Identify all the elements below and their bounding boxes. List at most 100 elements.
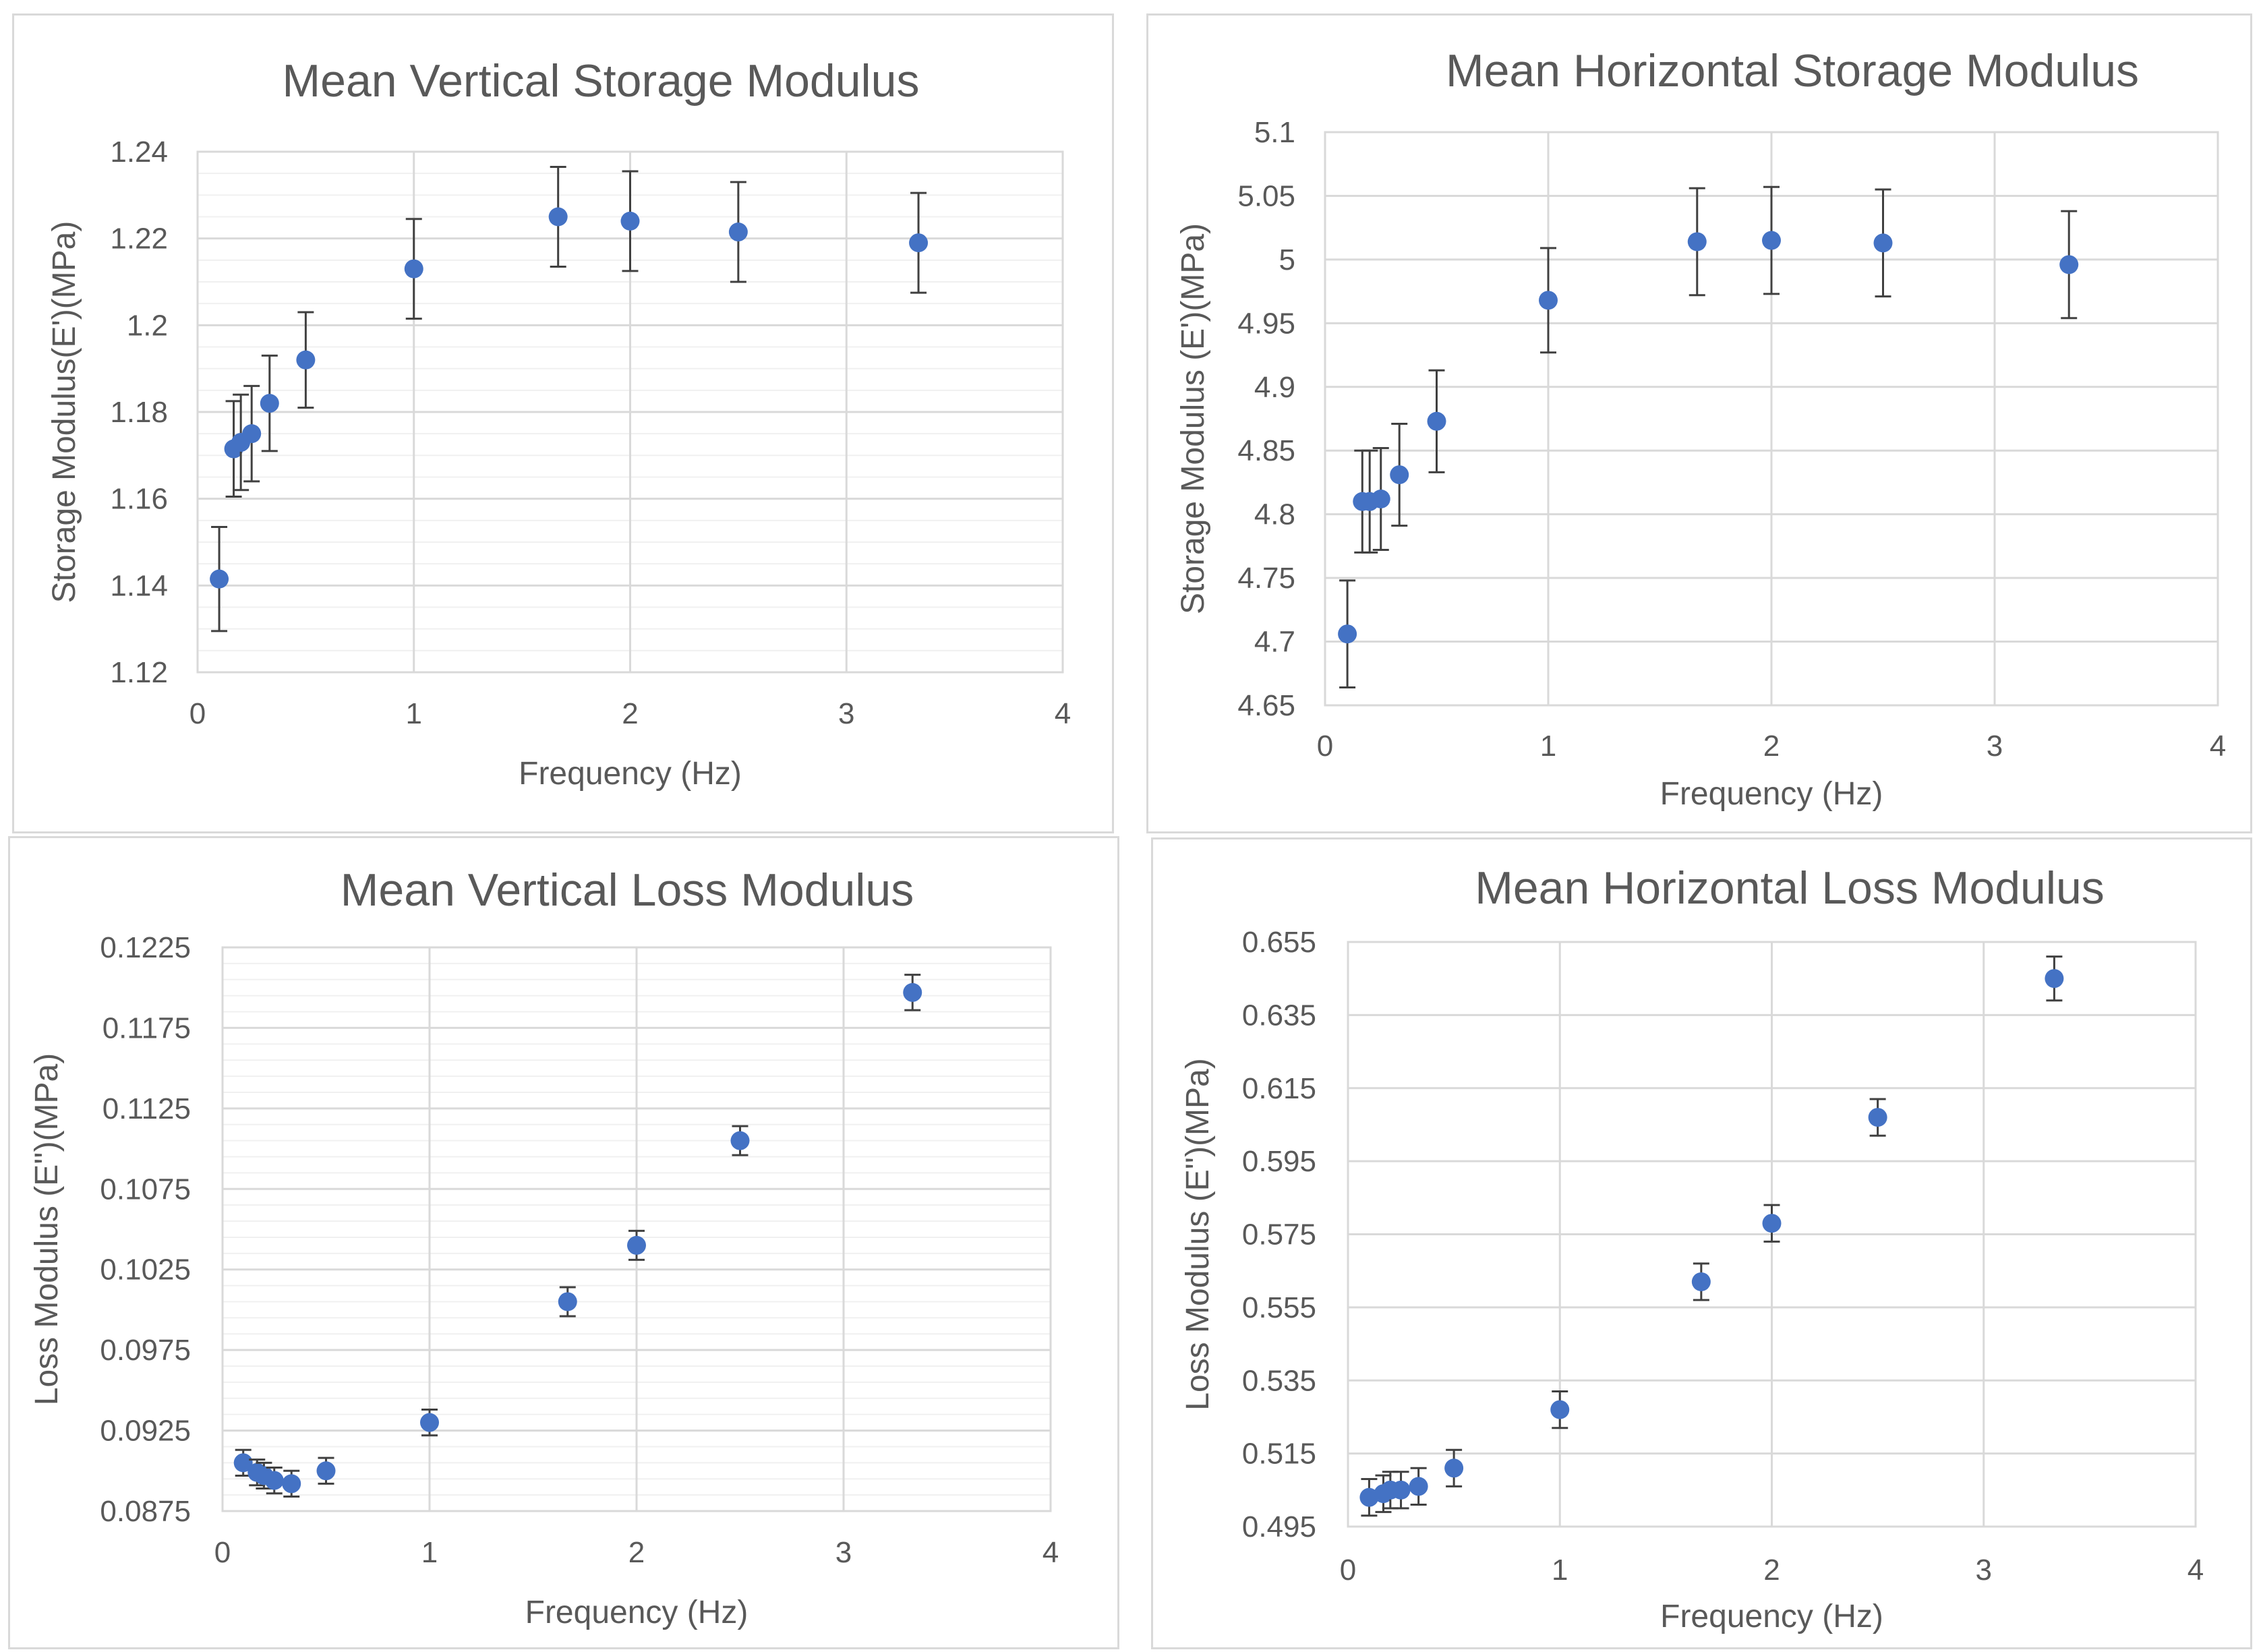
data-point-group: [282, 1469, 301, 1498]
y-tick-label: 4.9: [1254, 371, 1295, 404]
x-tick-label: 3: [1987, 730, 2003, 763]
data-point: [1391, 1480, 1411, 1500]
chart-svg-vertical-loss: Mean Vertical Loss Modulus 0.0875 0.0925 0.…: [29, 864, 1059, 1630]
x-tick-label: 4: [1055, 697, 1071, 730]
data-point-group: [260, 354, 279, 452]
y-axis-label: Loss Modulus (E'')(MPa): [29, 1053, 65, 1405]
y-tick-label: 4.65: [1237, 689, 1295, 722]
y-tick-label: 0.0975: [100, 1334, 191, 1367]
data-point-group: [1539, 247, 1558, 354]
data-point: [233, 1453, 253, 1473]
data-point: [404, 259, 423, 278]
x-axis-label: Frequency (Hz): [1660, 1599, 1883, 1634]
data-point-group: [558, 1286, 577, 1318]
x-tick-label: 1: [421, 1536, 438, 1569]
data-point-group: [1427, 369, 1446, 473]
y-tick-label: 4.95: [1237, 307, 1295, 340]
data-point: [1762, 1214, 1782, 1233]
data-point: [242, 424, 262, 444]
chart-panel-horizontal-loss: Mean Horizontal Loss Modulus 0.495 0.515 0.…: [1151, 837, 2252, 1649]
y-tick-label: 0.1225: [100, 931, 191, 964]
data-point-group: [420, 1409, 439, 1437]
y-tick-label: 0.1125: [102, 1092, 191, 1125]
data-point-group: [1691, 1262, 1711, 1301]
y-tick-label: 5.05: [1237, 179, 1295, 212]
data-point-group: [1359, 1478, 1379, 1517]
y-axis-label: Loss Modulus (E'')(MPa): [1180, 1058, 1216, 1410]
x-tick-label: 2: [628, 1536, 645, 1569]
plot-area: [1324, 131, 2219, 707]
y-tick-label: 5.1: [1254, 116, 1295, 149]
x-tick-label: 4: [2210, 730, 2226, 763]
data-point: [1868, 1108, 1887, 1127]
data-point-group: [627, 1229, 646, 1261]
data-point: [2045, 969, 2064, 989]
data-point: [1338, 624, 1357, 644]
y-tick-label: 0.0875: [100, 1495, 191, 1528]
data-point-group: [909, 191, 929, 294]
data-point: [1359, 1487, 1379, 1507]
chart-title: Mean Vertical Loss Modulus: [341, 864, 914, 916]
y-tick-label: 5: [1279, 243, 1295, 276]
data-point-group: [1391, 1471, 1411, 1510]
data-point: [282, 1474, 301, 1494]
data-point-group: [2045, 955, 2064, 1002]
chart-panel-vertical-storage: Mean Vertical Storage Modulus 1.12 1.14 1.1…: [12, 13, 1114, 833]
chart-svg-vertical-storage: Mean Vertical Storage Modulus 1.12 1.14 1.1…: [47, 55, 1071, 792]
x-tick-label: 1: [1540, 730, 1556, 763]
data-point-group: [730, 1125, 750, 1156]
x-tick-label: 1: [1552, 1554, 1568, 1587]
data-point-group: [1873, 188, 1893, 298]
y-tick-label: 0.595: [1242, 1145, 1316, 1178]
y-tick-label: 4.7: [1254, 626, 1295, 659]
y-tick-label: 1.22: [110, 223, 168, 256]
data-point-group: [404, 218, 423, 320]
data-point: [903, 982, 922, 1002]
y-tick-label: 1.12: [110, 656, 168, 689]
data-point-group: [264, 1467, 284, 1495]
x-tick-label: 0: [1317, 730, 1333, 763]
y-tick-label: 0.1075: [100, 1173, 191, 1206]
data-point-group: [620, 170, 640, 272]
data-point: [1762, 231, 1781, 250]
data-point: [1691, 1272, 1711, 1291]
y-tick-label: 0.555: [1242, 1291, 1316, 1324]
x-tick-label: 3: [1976, 1554, 1992, 1587]
chart-panel-horizontal-storage: Mean Horizontal Storage Modulus 4.65 4.7 4.…: [1146, 13, 2252, 833]
x-tick-label: 0: [214, 1536, 231, 1569]
chart-panel-vertical-loss: Mean Vertical Loss Modulus 0.0875 0.0925 0.…: [8, 836, 1119, 1649]
plot-area: [1347, 941, 2197, 1528]
chart-svg-horizontal-storage: Mean Horizontal Storage Modulus 4.65 4.7 4.…: [1175, 45, 2226, 812]
y-tick-label: 0.535: [1242, 1364, 1316, 1397]
data-point-group: [1550, 1390, 1570, 1429]
data-point-group: [296, 311, 316, 409]
data-point-group: [316, 1456, 336, 1485]
data-point-group: [1371, 446, 1390, 552]
y-tick-label: 4.75: [1237, 562, 1295, 595]
data-point-group: [2059, 210, 2079, 320]
chart-svg-horizontal-loss: Mean Horizontal Loss Modulus 0.495 0.515 0.…: [1180, 862, 2204, 1634]
data-point: [296, 350, 316, 370]
x-tick-label: 1: [406, 697, 422, 730]
y-tick-label: 1.14: [110, 569, 168, 602]
data-point: [548, 207, 568, 227]
y-tick-label: 1.2: [127, 309, 168, 342]
y-tick-label: 1.18: [110, 396, 168, 429]
data-point-group: [1762, 1204, 1782, 1243]
data-point: [1390, 465, 1409, 485]
data-point: [1873, 233, 1893, 253]
data-point: [627, 1235, 646, 1255]
data-point-group: [903, 974, 922, 1011]
x-tick-label: 0: [1340, 1554, 1356, 1587]
data-point-group: [1687, 187, 1707, 297]
y-tick-label: 4.8: [1254, 498, 1295, 531]
chart-title: Mean Vertical Storage Modulus: [283, 55, 920, 107]
data-point-group: [1338, 579, 1357, 689]
data-point-group: [210, 525, 229, 632]
y-tick-label: 0.635: [1242, 999, 1316, 1032]
data-point: [1687, 232, 1707, 252]
data-point-group: [1762, 185, 1781, 295]
y-tick-label: 0.615: [1242, 1072, 1316, 1105]
y-tick-label: 0.495: [1242, 1510, 1316, 1543]
data-point: [730, 1131, 750, 1150]
